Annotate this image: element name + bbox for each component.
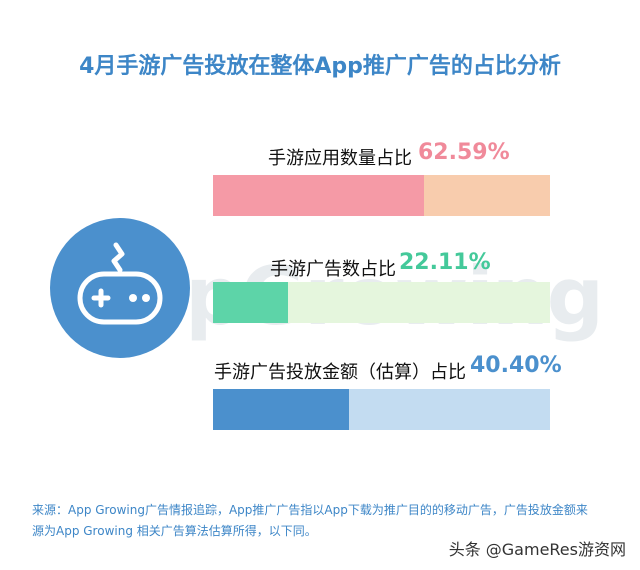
bar-value-ad-count: 22.11% <box>399 250 491 275</box>
credit-text: 头条 @GameRes游资网 <box>448 540 626 559</box>
bar-value-ad-spend: 40.40% <box>470 353 562 378</box>
bar-label-app-count: 手游应用数量占比 <box>268 148 412 169</box>
bar-label-ad-spend: 手游广告投放金额（估算）占比 <box>214 362 466 383</box>
bar-fill <box>213 389 350 430</box>
footnote-line-2: 源为App Growing 相关广告算法估算所得，以下同。 <box>32 524 317 538</box>
footnote-line-1: 来源：App Growing广告情报追踪，App推广广告指以App下载为推广目的… <box>32 503 588 517</box>
bar-app-count <box>213 175 550 216</box>
bar-value-app-count: 62.59% <box>418 140 510 165</box>
source-footnote: 来源：App Growing广告情报追踪，App推广广告指以App下载为推广目的… <box>32 500 622 542</box>
chart-title: 4月手游广告投放在整体App推广广告的占比分析 <box>79 54 561 79</box>
bar-fill <box>213 282 288 323</box>
bar-ad-spend <box>213 389 550 430</box>
bar-ad-count <box>213 282 550 323</box>
gamepad-icon <box>50 218 190 358</box>
bar-fill <box>213 175 424 216</box>
bar-label-ad-count: 手游广告数占比 <box>270 259 396 280</box>
